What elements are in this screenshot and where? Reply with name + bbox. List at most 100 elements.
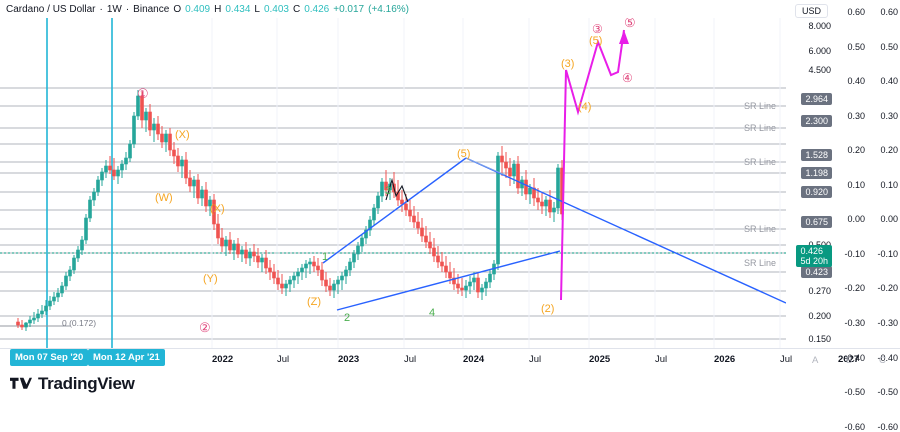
candle-body	[536, 197, 540, 203]
candle-body	[96, 179, 100, 193]
candle-body	[404, 203, 408, 211]
trendline-lower-support	[336, 250, 561, 311]
projection-path	[560, 29, 625, 301]
wave-paren-5-top: (5)	[589, 35, 603, 47]
price-badge-6[interactable]: 0.423	[801, 266, 832, 278]
time-range-marker-0[interactable]: Mon 07 Sep '20	[10, 349, 89, 366]
candle-body	[280, 283, 284, 289]
candle-body	[248, 251, 252, 259]
symbol-title[interactable]: Cardano / US Dollar	[6, 3, 96, 15]
sr-line-label-0: SR Line	[744, 101, 777, 111]
wave-z: (Z)	[307, 296, 322, 308]
candle-body	[516, 163, 520, 189]
candle-body	[476, 277, 480, 293]
candle-body	[292, 275, 296, 281]
candle-body	[360, 237, 364, 247]
scale-c-tick-10: -0.40	[877, 353, 898, 363]
interval-label[interactable]: 1W	[106, 3, 122, 15]
candle-body	[160, 133, 164, 143]
scale-b-tick-4: 0.20	[847, 145, 865, 155]
candle-body	[540, 201, 544, 207]
time-tick-6: 2025	[589, 354, 611, 365]
scale-b-tick-7: -0.10	[844, 249, 865, 259]
candle-body	[320, 269, 324, 281]
candle-body	[268, 267, 272, 273]
candle-body	[212, 199, 216, 225]
candle-body	[92, 191, 96, 201]
wave-green-3: 3	[385, 185, 392, 197]
scale-b-tick-10: -0.40	[844, 353, 865, 363]
wave-paren-5: (5)	[457, 148, 471, 160]
scale-c-tick-6: 0.00	[880, 214, 898, 224]
time-range-marker-1[interactable]: Mon 12 Apr '21	[88, 349, 165, 366]
chart-svg	[0, 18, 786, 348]
candle-body	[544, 199, 548, 207]
candle-body	[532, 187, 536, 199]
wave-w: (W)	[155, 192, 173, 204]
current-price-value: 0.426	[800, 246, 823, 256]
high-value: 0.434	[225, 3, 251, 15]
candle-body	[176, 155, 180, 167]
current-price-badge[interactable]: 0.426 5d 20h	[796, 245, 832, 267]
price-tick-2: 4.500	[808, 65, 831, 75]
candle-body	[164, 133, 168, 143]
wave-circle-1: ①	[137, 86, 149, 101]
candle-body	[124, 157, 128, 165]
candle-body	[112, 169, 116, 177]
candle-body	[64, 275, 68, 287]
price-axis-c[interactable]: 0.60 0.50 0.40 0.30 0.20 0.10 0.00 -0.10 -0.20 -0…	[867, 0, 900, 432]
time-tick-0: 2022	[212, 354, 234, 365]
header-separator-2: ·	[125, 3, 130, 15]
candle-body	[184, 159, 188, 179]
candle-body	[104, 165, 108, 173]
candle-body	[84, 217, 88, 241]
low-value: 0.403	[263, 3, 289, 15]
chart-canvas[interactable]: ① ② ③ ④ ⑤ (W) (X) (X) (Y) (Z) (5) (2) (3) (4) (5) 1 2 3 4 …	[0, 18, 786, 348]
candle-body	[312, 261, 316, 267]
price-badge-3[interactable]: 1.198	[801, 167, 832, 179]
wave-circle-4: ④	[622, 71, 633, 85]
candle-body	[24, 322, 28, 328]
candle-body	[196, 179, 200, 199]
scale-tab-c[interactable]: C	[879, 355, 886, 366]
scale-c-tick-4: 0.20	[880, 145, 898, 155]
drawing-overlays	[322, 29, 786, 311]
scale-b-tick-3: 0.30	[847, 111, 865, 121]
sr-line-label-4: SR Line	[744, 258, 777, 268]
time-tick-4: 2024	[463, 354, 485, 365]
candle-body	[528, 187, 532, 195]
wave-circle-2: ②	[199, 320, 211, 335]
price-badge-0[interactable]: 2.964	[801, 93, 832, 105]
price-axis[interactable]: USD 8.0006.0004.5000.5000.2700.2000.1502…	[786, 0, 834, 348]
time-tick-10: 2027	[838, 354, 860, 365]
scale-c-tick-11: -0.50	[877, 387, 898, 397]
candle-body	[480, 287, 484, 293]
candle-body	[344, 269, 348, 277]
price-badge-1[interactable]: 2.300	[801, 115, 832, 127]
wave-paren-2: (2)	[541, 303, 555, 315]
wave-paren-3: (3)	[561, 58, 575, 70]
price-badge-5[interactable]: 0.675	[801, 216, 832, 228]
exchange-label[interactable]: Binance	[133, 3, 170, 15]
time-tick-5: Jul	[529, 354, 542, 365]
candle-body	[252, 251, 256, 257]
candle-body	[220, 237, 224, 247]
open-value: 0.409	[185, 3, 211, 15]
time-axis[interactable]: Mon 07 Sep '20 Mon 12 Apr '21 2022 Jul 2023 J…	[0, 348, 900, 371]
candle-body	[296, 271, 300, 277]
candle-body	[68, 269, 72, 277]
price-axis-b[interactable]: 0.60 0.50 0.40 0.30 0.20 0.10 0.00 -0.10 -0.20 -0…	[834, 0, 867, 432]
candle-body	[380, 181, 384, 197]
candle-body	[88, 199, 92, 219]
price-badge-4[interactable]: 0.920	[801, 186, 832, 198]
candle-body	[56, 292, 60, 298]
candle-body	[20, 324, 24, 328]
scale-tab-a[interactable]: A	[812, 355, 819, 366]
candle-body	[108, 165, 112, 171]
candle-body	[328, 285, 332, 291]
scale-b-tick-9: -0.30	[844, 318, 865, 328]
price-badge-2[interactable]: 1.528	[801, 149, 832, 161]
scale-tab-b[interactable]: B	[846, 355, 853, 366]
currency-badge[interactable]: USD	[794, 4, 828, 18]
candle-body	[224, 239, 228, 247]
